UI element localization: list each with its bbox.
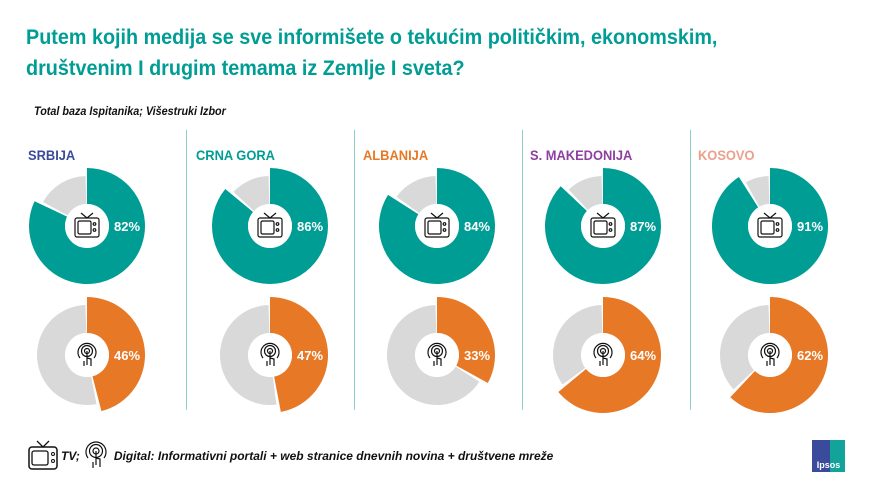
donut-rest-slice (553, 305, 603, 385)
value-label: 64% (630, 348, 656, 363)
divider (354, 130, 355, 410)
touch-icon (85, 441, 107, 468)
value-label: 91% (797, 219, 823, 234)
value-label: 33% (464, 348, 490, 363)
tv-icon (28, 440, 58, 470)
touch-icon (427, 342, 447, 366)
touch-icon (593, 342, 613, 366)
donut-slice-tv (379, 168, 496, 284)
donut-slice-digital (558, 297, 661, 413)
donut-rest-slice (719, 305, 770, 390)
donut-slice-digital (270, 297, 328, 412)
ipsos-logo: Ipsos (812, 440, 845, 472)
donut-rest-slice (568, 176, 603, 211)
value-label: 87% (630, 219, 656, 234)
donut-slice-tv (29, 168, 145, 284)
donut-hole (65, 204, 109, 248)
legend-tv-label: TV; (61, 449, 80, 463)
donut-rest-slice (43, 176, 87, 216)
donut-rest-slice (396, 176, 437, 214)
country-label: KOSOVO (698, 147, 755, 163)
donut-hole (415, 204, 459, 248)
tv-icon (590, 212, 616, 238)
tv-icon (74, 212, 100, 238)
touch-icon (260, 342, 280, 366)
value-label: 62% (797, 348, 823, 363)
tv-icon (424, 212, 450, 238)
value-label: 84% (464, 219, 490, 234)
donut-hole (248, 204, 292, 248)
value-label: 82% (114, 219, 140, 234)
donut-slice-digital (87, 297, 145, 412)
donut-slice-digital (730, 297, 828, 414)
subtitle: Total baza Ispitanika; Višestruki Izbor (34, 104, 226, 118)
touch-icon (760, 342, 780, 366)
tv-icon (757, 212, 783, 238)
value-label: 46% (114, 348, 140, 363)
donut-slice-tv (211, 168, 328, 284)
donut-rest-slice (220, 305, 277, 405)
touch-icon (77, 342, 97, 366)
donut-hole (748, 204, 792, 248)
donut-hole (581, 204, 625, 248)
divider (522, 130, 523, 410)
donut-rest-slice (745, 176, 770, 207)
country-label: S. MAKEDONIJA (530, 147, 633, 163)
donut-slice-digital (437, 297, 495, 383)
legend-digital-label: Digital: Informativni portali + web stra… (113, 449, 554, 463)
donut-rest-slice (233, 176, 270, 211)
country-label: ALBANIJA (363, 147, 429, 163)
donut-slice-tv (545, 167, 662, 284)
country-label: CRNA GORA (196, 147, 275, 163)
divider (186, 130, 187, 410)
country-label: SRBIJA (28, 147, 76, 163)
donut-rest-slice (387, 305, 480, 405)
donut-slice-tv (712, 168, 828, 284)
tv-icon (257, 212, 283, 238)
value-label: 47% (297, 348, 323, 363)
donut-rest-slice (37, 305, 97, 405)
page-title: Putem kojih medija se sve informišete o … (26, 25, 718, 80)
value-label: 86% (297, 219, 323, 234)
divider (690, 130, 691, 410)
legend: TV; Digital: Informativni portali + web … (28, 436, 553, 476)
